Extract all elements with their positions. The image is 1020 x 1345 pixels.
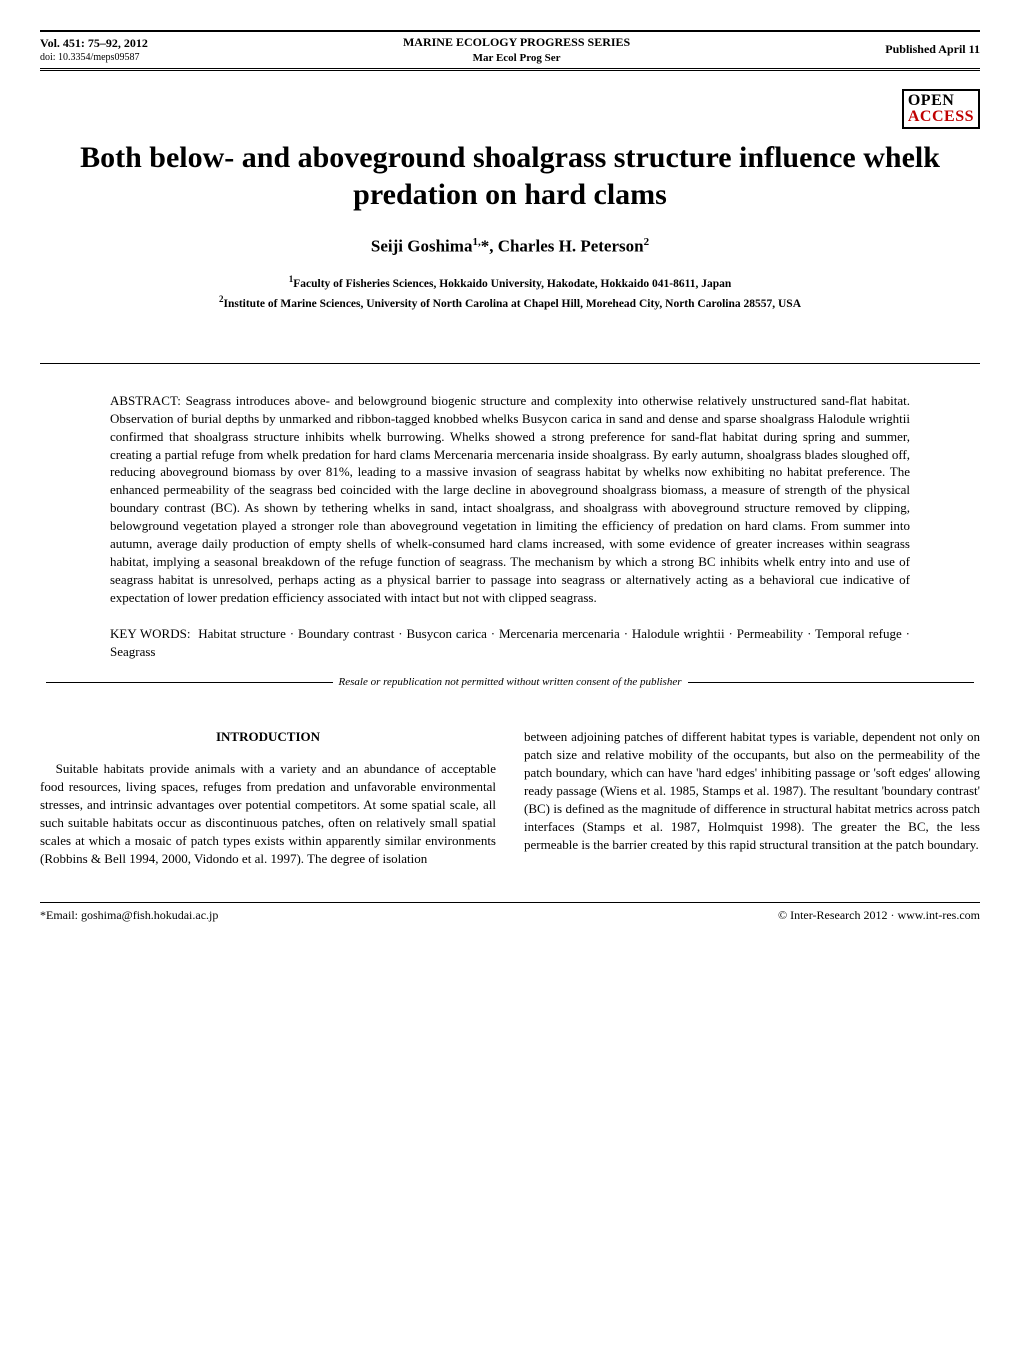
doi: doi: 10.3354/meps09587 [40,51,148,64]
affiliation-1-text: Faculty of Fisheries Sciences, Hokkaido … [293,277,731,289]
introduction-heading: INTRODUCTION [40,728,496,746]
abstract-label: ABSTRACT: [110,393,181,408]
author-1-affil-marker: 1, [472,236,480,248]
open-access-open: OPEN [908,93,974,109]
affiliations: 1Faculty of Fisheries Sciences, Hokkaido… [40,273,980,313]
corresponding-email: *Email: goshima@fish.hokudai.ac.jp [40,908,218,923]
journal-series-abbr: Mar Ecol Prog Ser [403,51,630,65]
authors: Seiji Goshima1,*, Charles H. Peterson2 [40,236,980,257]
column-left: INTRODUCTION Suitable habitats provide a… [40,728,496,868]
affiliation-1: 1Faculty of Fisheries Sciences, Hokkaido… [40,273,980,293]
publication-date: Published April 11 [885,42,980,57]
resale-notice: Resale or republication not permitted wi… [40,675,980,690]
author-2: Charles H. Peterson [498,237,644,256]
journal-series: MARINE ECOLOGY PROGRESS SERIES [403,35,630,51]
abstract-body: Seagrass introduces above- and belowgrou… [110,393,910,605]
keywords: KEY WORDS: Habitat structure · Boundary … [110,625,910,661]
copyright: © Inter-Research 2012 · www.int-res.com [778,908,980,923]
header-rule [40,70,980,71]
column-right: between adjoining patches of different h… [524,728,980,868]
abstract-block: ABSTRACT: Seagrass introduces above- and… [40,363,980,690]
article-title: Both below- and aboveground shoalgrass s… [40,139,980,214]
resale-notice-text: Resale or republication not permitted wi… [339,675,682,690]
open-access-badge: OPEN ACCESS [902,89,980,129]
abstract: ABSTRACT: Seagrass introduces above- and… [110,392,910,607]
intro-paragraph-1: Suitable habitats provide animals with a… [40,760,496,868]
affiliation-2-text: Institute of Marine Sciences, University… [223,297,801,309]
keywords-label: KEY WORDS: [110,626,190,641]
affiliation-2: 2Institute of Marine Sciences, Universit… [40,293,980,313]
header-center: MARINE ECOLOGY PROGRESS SERIES Mar Ecol … [403,35,630,65]
page-footer: *Email: goshima@fish.hokudai.ac.jp © Int… [40,902,980,923]
author-1: Seiji Goshima [371,237,473,256]
header-left: Vol. 451: 75–92, 2012 doi: 10.3354/meps0… [40,36,148,65]
intro-paragraph-1-cont: between adjoining patches of different h… [524,728,980,854]
author-2-affil-marker: 2 [644,236,650,248]
keywords-text: Habitat structure · Boundary contrast · … [110,626,910,659]
open-access-row: OPEN ACCESS [40,89,980,129]
body-columns: INTRODUCTION Suitable habitats provide a… [40,728,980,868]
author-separator: , [489,237,498,256]
journal-header: Vol. 451: 75–92, 2012 doi: 10.3354/meps0… [40,30,980,69]
open-access-access: ACCESS [908,109,974,125]
volume-info: Vol. 451: 75–92, 2012 [40,36,148,52]
